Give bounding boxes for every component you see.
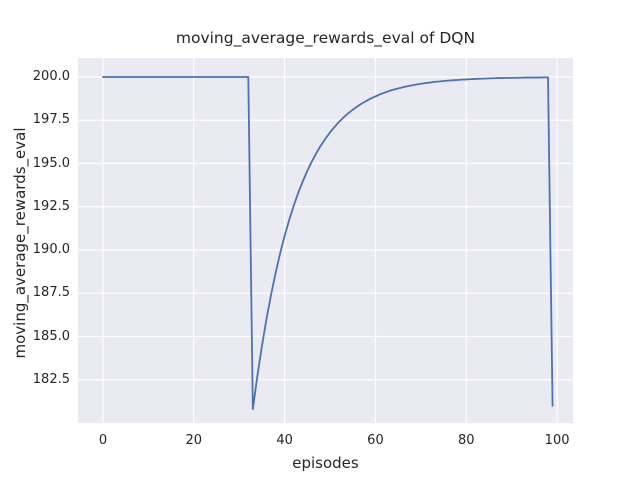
x-axis-label: episodes: [292, 454, 359, 472]
x-tick-label: 60: [367, 433, 384, 448]
y-tick-label: 182.5: [32, 371, 70, 387]
series-line: [102, 76, 554, 411]
y-tick-label: 185.0: [32, 328, 70, 344]
x-tick-label: 20: [185, 433, 203, 448]
y-tick-label: 197.5: [32, 112, 70, 128]
plot-area: [78, 58, 573, 423]
x-tick-label: 80: [457, 433, 475, 448]
line-chart-svg: [78, 58, 573, 423]
x-tick-label: 100: [544, 433, 570, 448]
y-tick-label: 187.5: [32, 285, 70, 301]
y-tick-label: 200.0: [32, 69, 70, 85]
chart-title: moving_average_rewards_eval of DQN: [175, 29, 476, 47]
y-tick-label: 190.0: [32, 242, 70, 257]
x-tick-label: 0: [98, 433, 108, 448]
x-tick-label: 40: [276, 433, 293, 448]
y-tick-label: 195.0: [32, 155, 70, 171]
y-tick-label: 192.5: [32, 198, 70, 214]
